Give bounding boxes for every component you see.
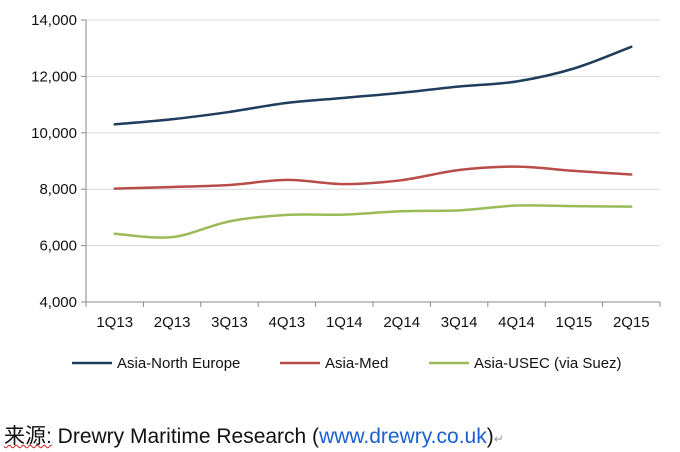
y-tick-label: 6,000 [39,238,77,255]
source-link[interactable]: www.drewry.co.uk [319,425,487,448]
y-tick-label: 12,000 [31,68,77,85]
legend-label-asia-usec-via-suez: Asia-USEC (via Suez) [474,355,622,372]
y-tick-label: 4,000 [39,294,77,311]
y-tick-label: 8,000 [39,181,77,198]
series-line-asia-usec-via-suez [113,204,633,239]
source-text: Drewry Maritime Research ( [51,425,320,448]
x-tick-label: 3Q13 [211,314,248,331]
source-note: 来源: Drewry Maritime Research (www.drewry… [4,420,504,450]
y-tick-label: 14,000 [31,12,77,29]
x-tick-label: 4Q14 [498,314,535,331]
series-lines [113,45,633,239]
legend-label-asia-north-europe: Asia-North Europe [117,355,240,372]
x-tick-label: 2Q15 [613,314,650,331]
x-axis-ticks: 1Q13 2Q13 3Q13 4Q13 1Q14 2Q14 3Q14 4Q14 1Q15 2Q15 [96,314,649,331]
x-tick-label: 4Q13 [269,314,306,331]
x-tick-label: 1Q14 [326,314,363,331]
axes [81,19,661,307]
line-chart: 4,000 6,000 8,000 10,000 12,000 14,000 1Q13 2Q… [31,12,661,372]
x-tick-label: 1Q13 [96,314,133,331]
source-suffix: ) [486,425,494,448]
y-tick-label: 10,000 [31,125,77,142]
paragraph-mark-icon: ↵ [493,432,504,446]
y-axis-ticks: 4,000 6,000 8,000 10,000 12,000 14,000 [31,12,77,311]
series-line-asia-med [113,165,633,190]
series-line-asia-north-europe [113,45,633,126]
gridlines [86,19,660,247]
x-tick-label: 2Q13 [154,314,191,331]
x-tick-label: 3Q14 [441,314,478,331]
x-tick-label: 1Q15 [556,314,593,331]
x-tick-label: 2Q14 [383,314,420,331]
legend: Asia-North Europe Asia-Med Asia-USEC (via … [72,355,622,372]
source-prefix: 来源: [4,425,52,448]
legend-label-asia-med: Asia-Med [325,355,388,372]
